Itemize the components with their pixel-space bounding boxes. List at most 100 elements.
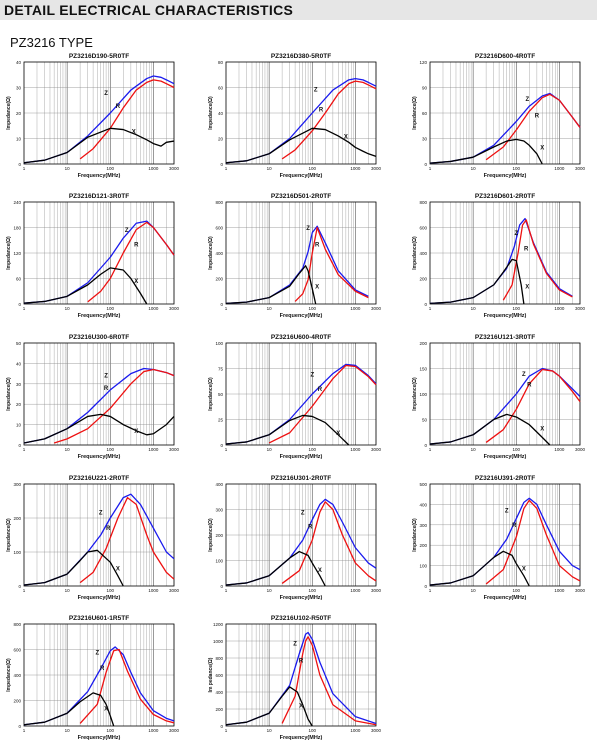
series-r-line: [79, 496, 175, 584]
series-r-line: [485, 499, 581, 585]
y-tick-label: 50: [218, 392, 224, 397]
x-axis-label: Frequency(MHz): [484, 595, 527, 601]
x-tick-label: 10: [471, 306, 477, 311]
chart-title: PZ3216D601-2R0TF: [475, 193, 535, 200]
curve-label-z: Z: [310, 373, 314, 379]
chart-title: PZ3216U221-2R0TF: [69, 475, 129, 482]
y-tick-label: 20: [16, 402, 22, 407]
curve-label-r: R: [104, 386, 109, 392]
series-r-line: [485, 368, 581, 443]
plot-frame: [23, 61, 175, 165]
y-axis-label: Impedance(Ω): [6, 658, 12, 692]
y-tick-label: 0: [18, 584, 21, 589]
curve-label-x: X: [522, 567, 526, 573]
curve-label-z: Z: [314, 87, 318, 93]
x-tick-label: 3000: [169, 166, 180, 171]
x-tick-label: 3000: [371, 588, 382, 593]
series-r-line: [281, 636, 377, 726]
curve-label-z: Z: [95, 651, 99, 657]
series-x-line: [225, 414, 350, 446]
y-tick-label: 60: [218, 86, 224, 91]
x-tick-label: 100: [309, 306, 317, 311]
x-tick-label: 10: [471, 166, 477, 171]
chart-pz3216u221-2r0tf: PZ3216U221-2R0TF 0 100 200 300 1 10 100 1000 3000…: [6, 475, 180, 601]
x-tick-label: 10: [471, 588, 477, 593]
y-tick-label: 400: [215, 482, 223, 487]
plot-frame: [429, 342, 581, 446]
curve-label-r: R: [512, 523, 517, 529]
y-tick-label: 200: [215, 277, 223, 282]
curve-label-x: X: [540, 146, 544, 152]
series-x-line: [23, 549, 124, 587]
plot-frame: [23, 201, 175, 305]
y-tick-label: 30: [16, 382, 22, 387]
y-axis-label: Impedance(Ω): [208, 377, 214, 411]
y-tick-label: 100: [419, 392, 427, 397]
curve-label-x: X: [315, 285, 319, 291]
y-tick-label: 200: [13, 516, 21, 521]
chart-pz3216d601-2r0tf: PZ3216D601-2R0TF 0 200 400 600 800 1 10 100 1000 3…: [412, 193, 586, 319]
y-tick-label: 0: [424, 584, 427, 589]
curve-label-r: R: [299, 658, 304, 664]
y-tick-label: 60: [422, 111, 428, 116]
y-tick-label: 200: [419, 277, 427, 282]
chart-pz3216d121-3r0tf: PZ3216D121-3R0TF 0 60 120 180 240 1 10 100 1000 30…: [6, 193, 180, 319]
chart-title: PZ3216U601-1R5TF: [69, 615, 129, 622]
y-axis-label: Impedance(Ω): [412, 96, 418, 130]
y-tick-label: 200: [13, 699, 21, 704]
x-axis-label: Frequency(MHz): [78, 173, 121, 179]
x-tick-label: 100: [513, 588, 521, 593]
y-tick-label: 150: [419, 367, 427, 372]
y-tick-label: 40: [16, 60, 22, 65]
curve-label-r: R: [535, 113, 540, 119]
curve-label-x: X: [525, 285, 529, 291]
x-axis-label: Frequency(MHz): [484, 454, 527, 460]
y-tick-label: 500: [419, 482, 427, 487]
x-axis-label: Frequency(MHz): [78, 454, 121, 460]
y-tick-label: 100: [419, 564, 427, 569]
chart-title: PZ3216U301-2R0TF: [271, 475, 331, 482]
chart-title: PZ3216D121-3R0TF: [69, 193, 129, 200]
chart-pz3216u121-3r0tf: PZ3216U121-3R0TF 0 50 100 150 200 1 10 100 1000 30…: [412, 334, 586, 460]
curve-label-x: X: [104, 707, 108, 713]
plot-frame: [225, 483, 377, 587]
x-axis-label: Frequency(MHz): [484, 173, 527, 179]
y-tick-label: 400: [419, 251, 427, 256]
x-tick-label: 1000: [554, 166, 565, 171]
x-tick-label: 1000: [350, 166, 361, 171]
x-tick-label: 100: [309, 728, 317, 733]
y-tick-label: 0: [424, 302, 427, 307]
x-tick-label: 1000: [350, 728, 361, 733]
y-tick-label: 100: [13, 550, 21, 555]
curve-label-x: X: [540, 427, 544, 433]
y-axis-label: Impedance(Ω): [6, 377, 12, 411]
y-tick-label: 75: [218, 367, 224, 372]
y-tick-label: 0: [220, 443, 223, 448]
curve-label-r: R: [524, 246, 529, 252]
y-tick-label: 40: [218, 111, 224, 116]
series-x-line: [23, 267, 148, 305]
curve-label-z: Z: [99, 511, 103, 517]
series-x-line: [225, 265, 317, 305]
curve-label-r: R: [527, 382, 532, 388]
series-r-line: [294, 226, 369, 302]
y-axis-label: Impedance(Ω): [412, 236, 418, 270]
x-tick-label: 100: [107, 588, 115, 593]
x-tick-label: 10: [267, 588, 273, 593]
series-r-line: [502, 219, 573, 301]
x-tick-label: 3000: [575, 306, 586, 311]
x-axis-label: Frequency(MHz): [280, 735, 323, 741]
x-tick-label: 3000: [575, 588, 586, 593]
plot-frame: [429, 483, 581, 587]
x-tick-label: 1000: [350, 306, 361, 311]
y-tick-label: 200: [419, 543, 427, 548]
x-tick-label: 10: [65, 447, 71, 452]
series-r-line: [53, 368, 175, 444]
x-tick-label: 1000: [554, 588, 565, 593]
curve-label-x: X: [336, 431, 340, 437]
y-tick-label: 0: [18, 162, 21, 167]
curve-label-z: Z: [301, 511, 305, 517]
x-axis-label: Frequency(MHz): [280, 173, 323, 179]
x-tick-label: 1: [23, 166, 26, 171]
